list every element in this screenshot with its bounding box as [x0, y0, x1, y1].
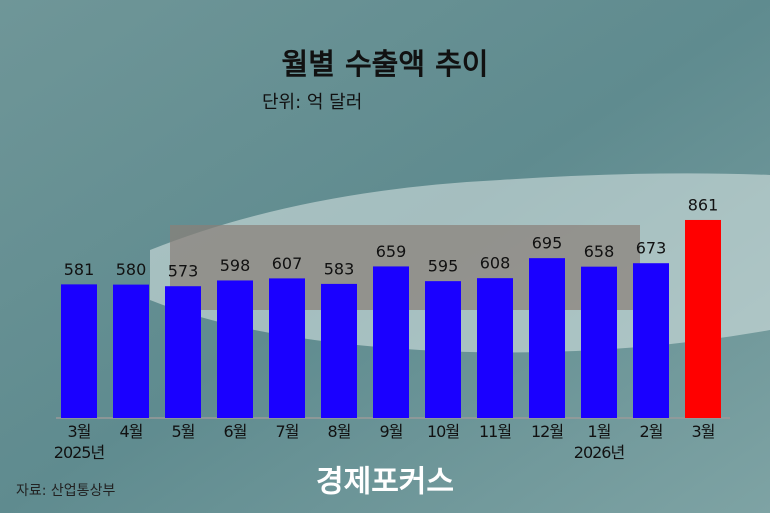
- value-label: 673: [636, 239, 667, 258]
- x-tick-label: 11월: [478, 422, 512, 441]
- x-tick-label: 12월: [530, 422, 564, 441]
- x-tick-label: 3월 2025년: [53, 422, 105, 462]
- bar: [165, 286, 201, 418]
- value-label: 607: [272, 254, 303, 273]
- bar: [269, 278, 305, 418]
- source: 자료: 산업통상부: [16, 483, 115, 499]
- value-label: 595: [428, 257, 459, 276]
- bar: [321, 283, 357, 418]
- value-label: 658: [584, 242, 615, 261]
- bar: [113, 284, 149, 418]
- bar: [477, 278, 513, 418]
- value-label: 695: [532, 234, 563, 253]
- value-label: 573: [168, 262, 199, 281]
- bar: [685, 219, 721, 418]
- bar: [425, 281, 461, 418]
- bar: [581, 266, 617, 418]
- x-tick-label: 4월: [119, 422, 144, 441]
- bar: [61, 284, 97, 418]
- chart-title: 월별 수출액 추이: [282, 47, 489, 81]
- bar: [373, 266, 409, 418]
- x-tick-label: 9월: [379, 422, 404, 441]
- value-label: 580: [116, 260, 147, 279]
- value-label: 659: [376, 242, 407, 261]
- bar: [529, 258, 565, 418]
- x-tick-label: 5월: [171, 422, 196, 441]
- value-label: 861: [688, 195, 719, 214]
- value-label: 581: [64, 260, 95, 279]
- x-tick-label: 10월: [426, 422, 460, 441]
- x-tick-label: 8월: [327, 422, 352, 441]
- chart-subtitle: 단위: 억 달러: [262, 92, 362, 113]
- bar: [633, 263, 669, 418]
- value-label: 608: [480, 254, 511, 273]
- x-tick-label: 2월: [639, 422, 664, 441]
- logo: 경제포커스: [316, 465, 454, 500]
- value-label: 583: [324, 259, 355, 278]
- x-tick-label: 6월: [223, 422, 248, 441]
- x-tick-label: 7월: [275, 422, 300, 441]
- x-tick-label: 1월 2026년: [573, 422, 625, 462]
- bar: [217, 280, 253, 418]
- value-label: 598: [220, 256, 251, 275]
- x-tick-label: 3월: [691, 422, 716, 441]
